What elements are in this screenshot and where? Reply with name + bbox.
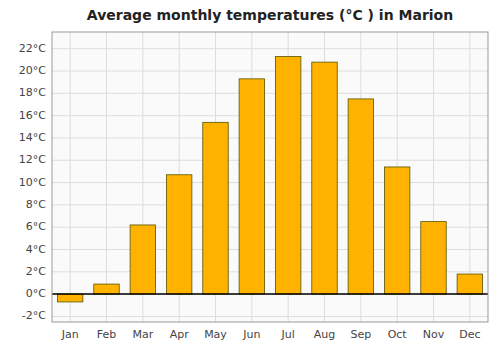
bar	[312, 62, 337, 294]
y-tick-label: 14°C	[19, 131, 46, 144]
x-tick-label: Jan	[61, 328, 79, 341]
x-grid-line	[70, 32, 71, 322]
y-grid-line	[52, 115, 488, 116]
y-tick-label: 22°C	[19, 42, 46, 55]
title: Average monthly temperatures (°C ) in Ma…	[87, 7, 453, 23]
bars	[57, 57, 482, 302]
x-tick-label: Feb	[97, 328, 116, 341]
x-tick-label: Mar	[132, 328, 153, 341]
y-tick-label: -2°C	[22, 309, 46, 322]
y-grid-line	[52, 93, 488, 94]
bar	[239, 79, 264, 294]
axes: -2°C 0°C 2°C 4°C 6°C 8°C 10°C 12°C 14°C 16°C 18°C 2…	[19, 42, 481, 341]
y-tick-label: 0°C	[26, 287, 46, 300]
x-tick-label: Jul	[281, 328, 295, 341]
y-tick-label: 12°C	[19, 153, 46, 166]
y-grid-line	[52, 182, 488, 183]
bar	[57, 294, 82, 302]
x-tick-label: Jun	[242, 328, 260, 341]
bar	[457, 274, 482, 294]
bar	[203, 122, 228, 294]
x-tick-label: Dec	[459, 328, 480, 341]
y-tick-label: 2°C	[26, 265, 46, 278]
y-grid-line	[52, 294, 488, 295]
x-tick-label: Sep	[350, 328, 371, 341]
x-tick-label: Aug	[314, 328, 335, 341]
bar	[94, 284, 119, 294]
y-grid-line	[52, 204, 488, 205]
bar	[275, 57, 300, 295]
x-tick-label: May	[204, 328, 227, 341]
plot-frame	[52, 32, 488, 322]
x-tick-label: Oct	[388, 328, 408, 341]
y-tick-label: 8°C	[26, 198, 46, 211]
y-tick-label: 18°C	[19, 86, 46, 99]
bar	[421, 222, 446, 295]
y-grid-line	[52, 71, 488, 72]
x-grid-line	[106, 32, 107, 322]
x-tick-label: Apr	[170, 328, 190, 341]
grid	[52, 32, 488, 322]
bar	[384, 167, 409, 294]
chart: -2°C 0°C 2°C 4°C 6°C 8°C 10°C 12°C 14°C 16°C 18°C 2…	[0, 0, 500, 350]
y-tick-label: 16°C	[19, 109, 46, 122]
bar	[348, 99, 373, 294]
y-tick-label: 10°C	[19, 176, 46, 189]
y-tick-label: 20°C	[19, 64, 46, 77]
zero-line	[52, 293, 488, 295]
y-grid-line	[52, 316, 488, 317]
y-grid-line	[52, 160, 488, 161]
bar	[130, 225, 155, 294]
y-tick-label: 4°C	[26, 243, 46, 256]
plot-area	[52, 32, 488, 322]
y-tick-label: 6°C	[26, 220, 46, 233]
y-grid-line	[52, 137, 488, 138]
bar	[166, 175, 191, 294]
y-grid-line	[52, 48, 488, 49]
x-tick-label: Nov	[423, 328, 445, 341]
